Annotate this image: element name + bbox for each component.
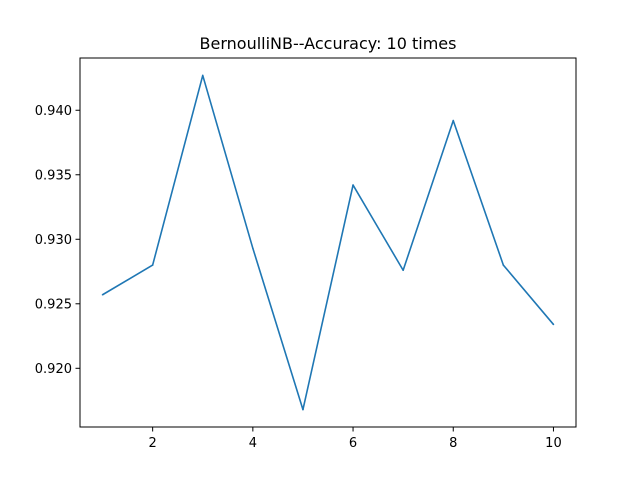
- x-tick-label: 6: [349, 436, 357, 451]
- y-tick-label: 0.920: [35, 362, 72, 377]
- data-point: [502, 264, 505, 266]
- y-tick-label: 0.935: [35, 168, 72, 183]
- series-layer: [101, 74, 555, 411]
- y-tick-label: 0.925: [35, 297, 72, 312]
- data-point: [402, 269, 404, 272]
- x-tick-label: 10: [545, 436, 562, 451]
- x-tick-label: 2: [149, 436, 157, 451]
- plot-background: [80, 58, 576, 427]
- chart-title: BernoulliNB--Accuracy: 10 times: [200, 34, 457, 53]
- data-point: [151, 264, 154, 266]
- series-line: [102, 74, 555, 411]
- x-axis: 2 4 6 8 10: [149, 427, 562, 451]
- data-point: [302, 408, 304, 411]
- y-tick-label: 0.930: [35, 233, 72, 248]
- data-point: [101, 293, 104, 296]
- y-axis: 0.920 0.925 0.930 0.935 0.940: [35, 104, 80, 377]
- data-point: [201, 74, 204, 77]
- plot-area: 2 4 6 8 10 0.920 0.925 0.930 0.935 0.940: [35, 57, 577, 451]
- plot-frame: [79, 57, 577, 428]
- data-point: [552, 323, 555, 326]
- data-point: [452, 119, 455, 122]
- y-tick-label: 0.940: [35, 104, 72, 119]
- x-tick-label: 4: [249, 436, 257, 451]
- data-point: [252, 247, 254, 250]
- data-point: [352, 184, 354, 186]
- x-tick-label: 8: [449, 436, 457, 451]
